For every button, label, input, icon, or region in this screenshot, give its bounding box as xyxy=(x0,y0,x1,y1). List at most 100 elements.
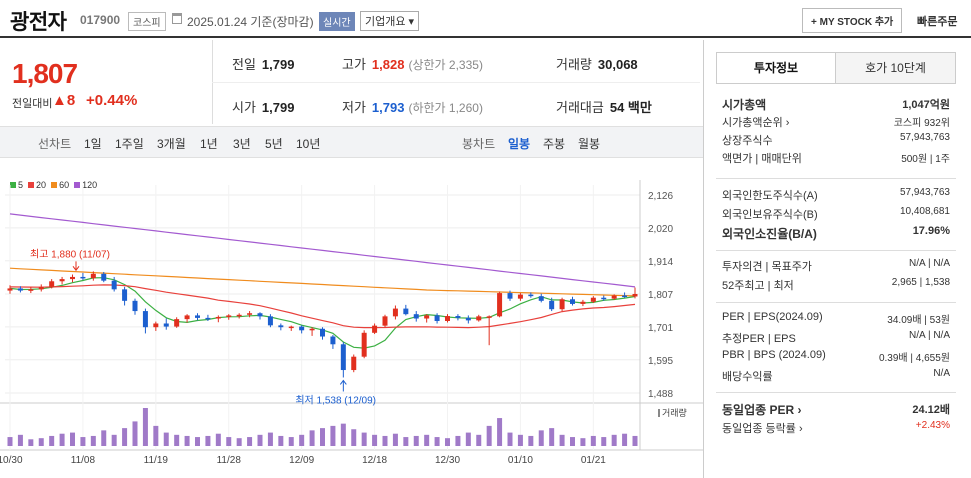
candle-weekly[interactable]: 주봉 xyxy=(543,137,566,151)
period-10y[interactable]: 10년 xyxy=(296,137,321,151)
info-row-label[interactable]: 시가총액순위 › xyxy=(722,117,790,129)
info-row-value: 10,408,681 xyxy=(899,206,950,217)
volume-bar xyxy=(288,437,294,446)
candle-body xyxy=(517,294,523,299)
candle-body xyxy=(559,299,565,310)
divider xyxy=(212,82,700,83)
period-1y[interactable]: 1년 xyxy=(200,137,218,151)
volume-bar xyxy=(590,435,596,446)
high-label: 고가 xyxy=(342,57,366,72)
period-1d[interactable]: 1일 xyxy=(84,137,102,151)
volume-bar xyxy=(257,434,263,446)
volume-bar xyxy=(278,435,284,446)
open-value: 1,799 xyxy=(261,100,295,115)
change-value: ▲8 xyxy=(52,92,76,109)
candle-body xyxy=(590,297,596,302)
info-row-value: N/A | N/A xyxy=(909,330,950,341)
candle-body xyxy=(424,315,430,319)
info-row-value: 34.09배 | 53원 xyxy=(887,315,950,326)
calendar-icon xyxy=(172,13,182,24)
quick-order-link[interactable]: 빠른주문 xyxy=(917,16,958,28)
info-row: 상장주식수 57,943,763 xyxy=(722,132,950,148)
legend-20: 20 xyxy=(36,180,47,190)
tab-quote-10[interactable]: 호가 10단계 xyxy=(836,53,955,83)
candle-body xyxy=(476,316,482,321)
volume-bar xyxy=(330,425,336,446)
info-row: 외국인보유주식수(B) 10,408,681 xyxy=(722,206,950,222)
volume-value: 30,068 xyxy=(597,57,638,72)
period-1w[interactable]: 1주일 xyxy=(115,137,144,151)
high-value: 1,828 xyxy=(371,57,405,72)
max-price-annotation: 최고 1,880 (11/07) xyxy=(30,248,110,260)
candle-monthly[interactable]: 월봉 xyxy=(578,137,601,151)
info-row-label: PBR | BPS (2024.09) xyxy=(722,349,826,361)
volume-bar xyxy=(205,435,211,446)
candle-body xyxy=(611,295,617,299)
candle-body xyxy=(174,319,180,327)
candle-body xyxy=(195,315,200,318)
volume-bar xyxy=(267,432,273,446)
chevron-down-icon: ▾ xyxy=(408,16,415,28)
x-tick-label: 12/09 xyxy=(289,455,314,466)
amount-value: 54 백만 xyxy=(609,100,652,115)
candle-body xyxy=(163,323,169,327)
volume-bar xyxy=(90,435,96,446)
info-row: 배당수익률 N/A xyxy=(722,368,950,384)
y-tick-label: 2,020 xyxy=(648,224,673,235)
volume-bar xyxy=(142,408,148,446)
tab-investment-info[interactable]: 투자정보 xyxy=(717,53,836,83)
lower-limit: (하한가 1,260) xyxy=(408,101,483,115)
candle-body xyxy=(570,299,575,304)
candle-body xyxy=(340,344,346,371)
volume-bar xyxy=(632,435,638,446)
volume-bar xyxy=(299,434,305,446)
candle-body xyxy=(132,300,138,312)
candle-body xyxy=(632,294,638,297)
ma20-line xyxy=(9,284,636,329)
stock-name: 광전자 xyxy=(10,11,67,34)
info-row-label: PER | EPS(2024.09) xyxy=(722,311,823,323)
change-rate: +0.44% xyxy=(86,92,138,109)
max-arrow-head xyxy=(72,266,80,272)
candle-body xyxy=(309,328,315,331)
info-row: 투자의견 | 목표주가 N/A | N/A xyxy=(722,258,950,274)
period-3y[interactable]: 3년 xyxy=(233,137,251,151)
volume-bar xyxy=(309,430,315,446)
volume-bar xyxy=(28,439,34,446)
volume-bar xyxy=(49,435,55,446)
candle-body xyxy=(288,326,294,329)
candle-body xyxy=(267,316,273,326)
stock-chart[interactable]: 2,126 2,020 1,914 1,807 1,701 1,595 1,488 10/30… xyxy=(0,160,703,478)
volume-bar xyxy=(445,438,450,446)
min-price-annotation: 최저 1,538 (12/09) xyxy=(295,394,376,406)
volume-bar xyxy=(184,435,190,446)
chart-legend: 5 20 60 120 xyxy=(10,180,97,190)
info-row-label: 상장주식수 xyxy=(722,135,773,147)
live-button[interactable]: 실시간 xyxy=(319,12,355,31)
candle-body xyxy=(580,301,586,304)
candle-body xyxy=(215,316,221,319)
my-stock-add-button[interactable]: + MY STOCK 추가 xyxy=(802,8,903,33)
company-info-select[interactable]: 기업개요 ▾ xyxy=(360,11,420,31)
candle-body xyxy=(28,289,34,291)
candle-chart-label: 봉차트 xyxy=(462,137,496,151)
open-label: 시가 xyxy=(232,100,256,115)
upper-limit: (상한가 2,335) xyxy=(408,58,483,72)
info-row-label[interactable]: 동일업종 PER › xyxy=(722,403,802,417)
period-3m[interactable]: 3개월 xyxy=(157,137,186,151)
candle-body xyxy=(465,317,471,321)
candle-daily[interactable]: 일봉 xyxy=(508,137,531,151)
volume-bar xyxy=(601,437,607,446)
x-tick-label: 12/30 xyxy=(435,455,460,466)
volume-bar xyxy=(403,437,409,446)
info-row-value: 17.96% xyxy=(912,225,950,237)
candle-body xyxy=(257,313,263,317)
volume-bar xyxy=(320,428,325,446)
volume-bar xyxy=(7,437,13,446)
period-5y[interactable]: 5년 xyxy=(265,137,283,151)
info-row-label[interactable]: 동일업종 등락률 › xyxy=(722,423,803,435)
candle-body xyxy=(122,289,128,301)
x-tick-label: 01/21 xyxy=(581,455,606,466)
prev-label: 전일 xyxy=(232,57,256,72)
y-tick-label: 2,126 xyxy=(648,191,673,202)
